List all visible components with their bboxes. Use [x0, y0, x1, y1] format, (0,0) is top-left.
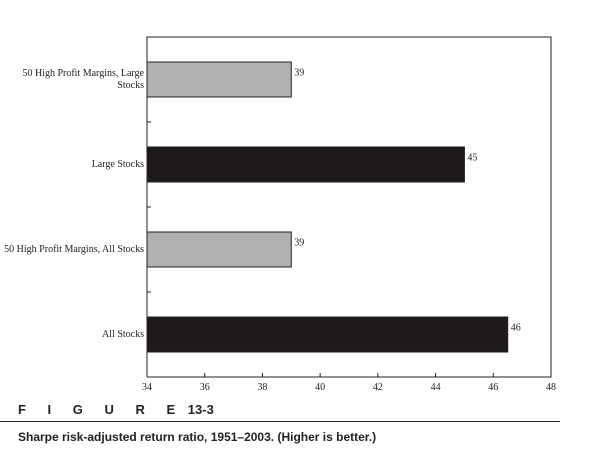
- figure-number: 13-3: [187, 402, 214, 417]
- category-label-3: All Stocks: [102, 328, 144, 340]
- category-label-1: Large Stocks: [91, 158, 144, 170]
- figure-word: F I G U R E: [18, 402, 185, 417]
- bar-chart: 39 45 39 46 34 36 38 40 42 44 46 48: [142, 36, 556, 393]
- x-tick-label-3: 40: [315, 382, 325, 393]
- caption-divider: [0, 421, 560, 422]
- x-tick-label-5: 44: [431, 382, 441, 393]
- x-tick-label-1: 36: [200, 382, 210, 393]
- x-tick-label-4: 42: [373, 382, 383, 393]
- bar-value-label-1: 45: [467, 153, 477, 164]
- bar-1: [146, 146, 465, 183]
- figure-caption: Sharpe risk-adjusted return ratio, 1951–…: [18, 430, 377, 444]
- bar-2: [146, 231, 292, 268]
- bar-3: [146, 316, 509, 353]
- x-tick-label-0: 34: [142, 382, 152, 393]
- x-tick-label-7: 48: [546, 382, 556, 393]
- bar-value-label-0: 39: [294, 68, 304, 79]
- bar-value-label-3: 46: [511, 323, 521, 334]
- category-label-2: 50 High Profit Margins, All Stocks: [4, 243, 144, 255]
- x-tick-label-6: 46: [488, 382, 498, 393]
- category-label-0: 50 High Profit Margins, Large Stocks: [22, 67, 144, 91]
- x-tick-label-2: 38: [257, 382, 267, 393]
- figure-label: F I G U R E 13-3: [18, 402, 214, 417]
- bar-value-label-2: 39: [294, 238, 304, 249]
- bar-0: [146, 61, 292, 98]
